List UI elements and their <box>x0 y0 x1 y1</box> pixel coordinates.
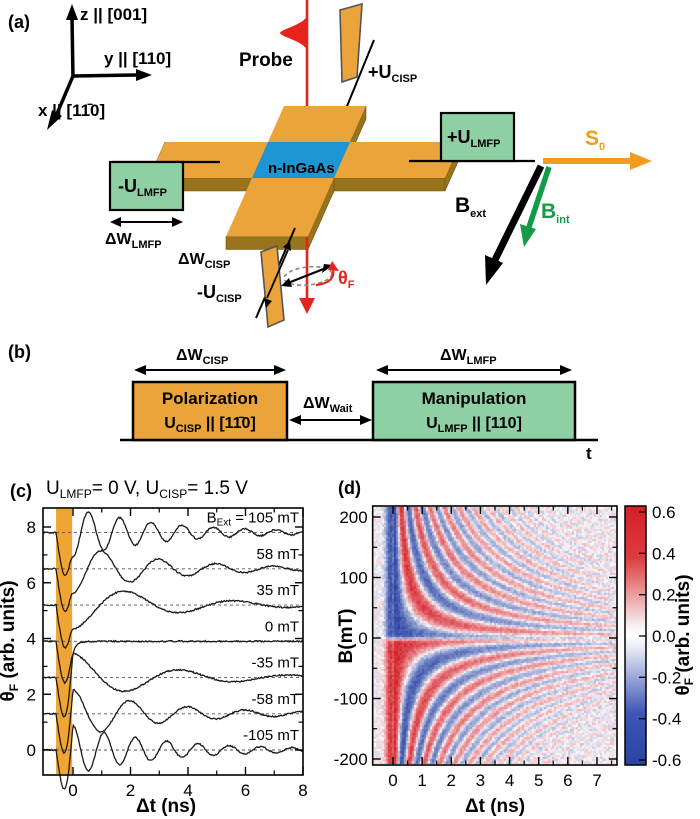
y-tick-label: -200 <box>334 750 368 769</box>
x-tick-label: 1 <box>417 771 426 790</box>
y-tick-label: 0 <box>358 629 367 648</box>
x-tick-label: 7 <box>592 771 601 790</box>
colorbar-tick-label: -0.6 <box>652 751 681 770</box>
x-tick-label: 2 <box>447 771 456 790</box>
y-tick-label: 200 <box>339 508 367 527</box>
y-tick-label: 100 <box>339 569 367 588</box>
x-tick-label: 4 <box>505 771 514 790</box>
plot-frame <box>373 506 617 765</box>
colorbar-tick-label: 0.4 <box>652 544 676 563</box>
colorbar-label: θF (arb. units) <box>673 574 696 695</box>
colorbar-tick-label: -0.4 <box>652 710 681 729</box>
y-tick-label: -100 <box>334 690 368 709</box>
colorbar-tick-label: 0.6 <box>652 503 676 522</box>
x-tick-label: 0 <box>388 771 397 790</box>
x-tick-label: 6 <box>563 771 572 790</box>
figure-container: (a) z || [001] y || [110] x || [11̄0] Pr… <box>0 0 700 819</box>
panel-d-plot-area: 0 1 2 3 4 5 6 7 200 100 0 -100 -200 0.6 0.4 0.2 0.0 -0.2 -… <box>334 503 682 790</box>
x-tick-label: 5 <box>534 771 543 790</box>
panel-d-plot: (d) 0 1 2 3 4 5 6 72001000-100-2000.60.40.20.0-… <box>0 0 700 819</box>
x-tick-label: 3 <box>476 771 485 790</box>
panel-d-ylabel: B(mT) <box>336 609 357 664</box>
panel-d-tag: (d) <box>338 478 361 498</box>
panel-d-xlabel: Δt (ns) <box>465 796 525 817</box>
